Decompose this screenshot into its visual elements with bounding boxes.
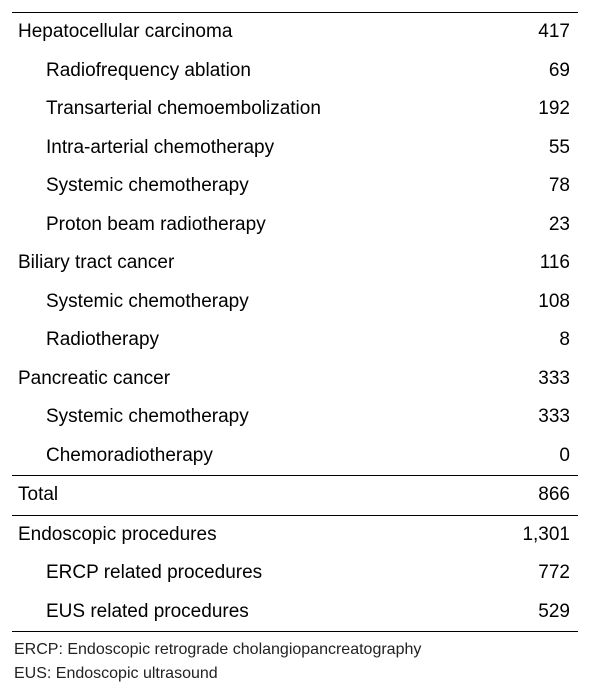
row-value: 417 (500, 18, 570, 47)
row-label: ERCP related procedures (18, 559, 262, 588)
table-row: Transarterial chemoembolization 192 (12, 90, 578, 129)
row-label: Systemic chemotherapy (18, 288, 249, 317)
row-value: 55 (500, 134, 570, 163)
table-row: Proton beam radiotherapy 23 (12, 206, 578, 245)
row-label: Hepatocellular carcinoma (18, 18, 232, 47)
row-label: Intra-arterial chemotherapy (18, 134, 274, 163)
footnote-line: ERCP: Endoscopic retrograde cholangiopan… (14, 638, 576, 662)
row-label: Pancreatic cancer (18, 365, 170, 394)
table-row: Radiofrequency ablation 69 (12, 52, 578, 91)
table-row: Systemic chemotherapy 333 (12, 398, 578, 437)
table-row: Intra-arterial chemotherapy 55 (12, 129, 578, 168)
row-value: 333 (500, 365, 570, 394)
table-row: Systemic chemotherapy 78 (12, 167, 578, 206)
table-row: Chemoradiotherapy 0 (12, 437, 578, 476)
section-header: Biliary tract cancer 116 (12, 244, 578, 283)
section-header: Endoscopic procedures 1,301 (12, 516, 578, 555)
row-value: 78 (500, 172, 570, 201)
row-label: Systemic chemotherapy (18, 403, 249, 432)
row-value: 0 (500, 442, 570, 471)
row-label: Radiofrequency ablation (18, 57, 251, 86)
row-value: 772 (500, 559, 570, 588)
footnotes: ERCP: Endoscopic retrograde cholangiopan… (12, 632, 578, 686)
row-label: Total (18, 481, 58, 510)
row-value: 116 (500, 249, 570, 278)
row-value: 108 (500, 288, 570, 317)
section-header: Hepatocellular carcinoma 417 (12, 12, 578, 52)
row-value: 23 (500, 211, 570, 240)
row-value: 333 (500, 403, 570, 432)
row-label: Transarterial chemoembolization (18, 95, 321, 124)
row-value: 866 (500, 481, 570, 510)
row-value: 192 (500, 95, 570, 124)
table-row: EUS related procedures 529 (12, 593, 578, 633)
row-value: 1,301 (500, 521, 570, 550)
row-label: Chemoradiotherapy (18, 442, 213, 471)
footnote-line: EUS: Endoscopic ultrasound (14, 662, 576, 686)
row-value: 69 (500, 57, 570, 86)
table-row: Systemic chemotherapy 108 (12, 283, 578, 322)
row-label: Endoscopic procedures (18, 521, 217, 550)
row-value: 529 (500, 598, 570, 627)
table-row: ERCP related procedures 772 (12, 554, 578, 593)
row-label: Biliary tract cancer (18, 249, 174, 278)
row-label: Radiotherapy (18, 326, 159, 355)
total-row: Total 866 (12, 475, 578, 516)
row-label: Proton beam radiotherapy (18, 211, 266, 240)
row-value: 8 (500, 326, 570, 355)
data-table: Hepatocellular carcinoma 417 Radiofreque… (12, 12, 578, 632)
row-label: EUS related procedures (18, 598, 249, 627)
table-row: Radiotherapy 8 (12, 321, 578, 360)
row-label: Systemic chemotherapy (18, 172, 249, 201)
section-header: Pancreatic cancer 333 (12, 360, 578, 399)
